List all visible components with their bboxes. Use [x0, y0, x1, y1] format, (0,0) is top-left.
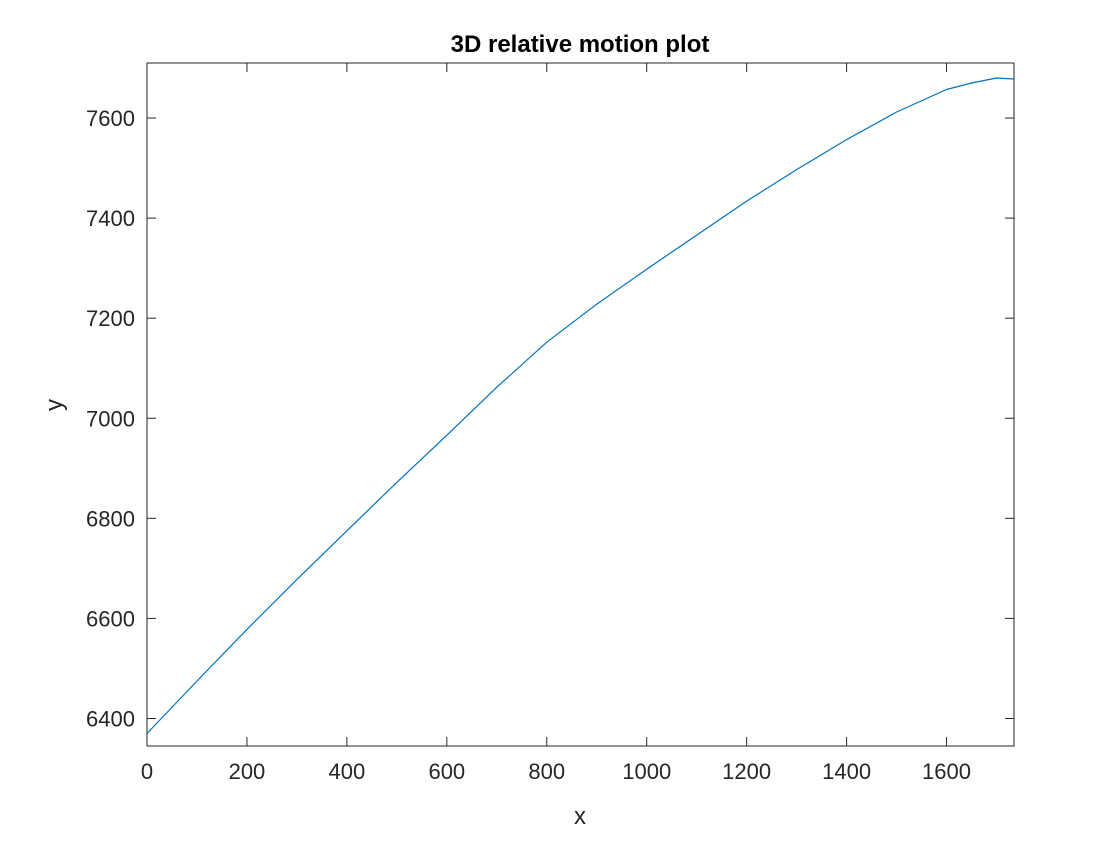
x-tick-label: 400	[329, 759, 366, 784]
y-tick-label: 7600	[86, 106, 135, 131]
y-tick-label: 6400	[86, 706, 135, 731]
x-tick-label: 0	[141, 759, 153, 784]
axes-box	[146, 62, 1015, 747]
y-axis-label: y	[41, 399, 68, 411]
plot-area: 0 200 400 600 800 1000 1200 1400 1600 6400 6600 680…	[86, 62, 1015, 784]
y-tick-label: 7000	[86, 406, 135, 431]
y-tick-label: 6800	[86, 506, 135, 531]
x-tick-label: 1200	[722, 759, 771, 784]
series-line	[146, 77, 1015, 734]
chart-title: 3D relative motion plot	[451, 31, 710, 58]
x-tick-label: 1400	[822, 759, 871, 784]
x-tick-label: 800	[528, 759, 565, 784]
x-tick-label: 1600	[922, 759, 971, 784]
y-tick-label: 7400	[86, 206, 135, 231]
x-tick-label: 600	[428, 759, 465, 784]
y-tick-label: 7200	[86, 306, 135, 331]
x-tick-label: 200	[229, 759, 266, 784]
y-tick-label: 6600	[86, 606, 135, 631]
x-axis-label: x	[574, 803, 586, 830]
x-tick-label: 1000	[622, 759, 671, 784]
